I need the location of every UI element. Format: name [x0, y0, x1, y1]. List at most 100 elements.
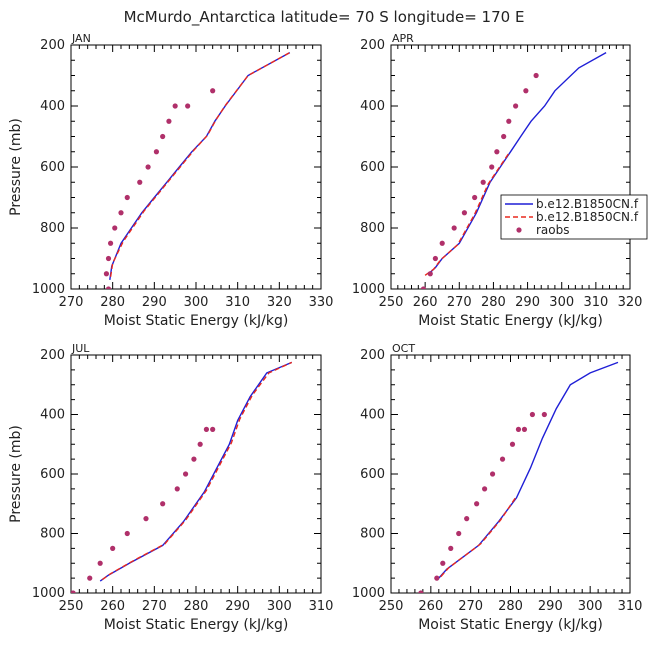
raobs-point [160, 501, 166, 507]
raobs-point [105, 255, 112, 262]
x-tick-label: 290 [515, 295, 540, 310]
raobs-point [124, 194, 130, 201]
x-tick-label: 290 [225, 599, 250, 614]
raobs-point [105, 286, 112, 289]
x-tick-label: 250 [379, 599, 404, 614]
plot-frame [70, 44, 322, 290]
panel-apr: APR 250 260 270 280 290 300 310 320 200 400 600 800 1… [352, 32, 643, 329]
legend-label: b.e12.B1850CN.f [536, 197, 639, 211]
raobs-point [489, 471, 496, 477]
raobs-point [509, 441, 516, 447]
raobs-point [160, 133, 166, 140]
raobs-point [118, 210, 124, 216]
y-tick-label: 400 [360, 99, 385, 114]
x-tick-label: 300 [184, 295, 209, 310]
x-tick-label: 330 [309, 295, 334, 310]
raobs-point [197, 441, 203, 447]
data-area [418, 361, 619, 593]
panel-jan: JAN 270 280 290 300 310 320 330 200 400 600 800 1000… [8, 32, 333, 329]
raobs-point [541, 411, 547, 418]
y-tick-label: 800 [360, 221, 385, 236]
y-tick-label: 400 [360, 408, 385, 423]
x-tick-label: 310 [583, 295, 608, 310]
x-tick-label: 280 [498, 599, 523, 614]
raobs-point [137, 179, 143, 185]
x-tick-label: 250 [59, 599, 84, 614]
raobs-point [515, 426, 522, 432]
panel-label: JAN [71, 32, 91, 45]
y-tick-label: 800 [360, 527, 385, 542]
panel-label: OCT [392, 342, 415, 355]
raobs-point [489, 164, 495, 170]
panel-jul: JUL 250 260 270 280 290 300 310 200 400 600 800 1000… [8, 342, 333, 633]
plot-frame [390, 354, 631, 594]
raobs-point [87, 575, 93, 581]
x-tick-label: 280 [184, 599, 209, 614]
raobs-point [172, 103, 178, 109]
series-line-solid [438, 361, 619, 579]
raobs-point [420, 286, 427, 289]
y-tick-label: 1000 [32, 586, 65, 601]
raobs-point [185, 103, 191, 109]
x-axis-label: Moist Static Energy (kJ/kg) [418, 617, 603, 633]
figure-title: McMurdo_Antarctica latitude= 70 S longit… [124, 8, 525, 27]
legend-label: b.e12.B1850CN.f [536, 210, 639, 224]
x-tick-label: 320 [267, 295, 292, 310]
x-tick-label: 270 [447, 295, 472, 310]
data-area [420, 51, 607, 289]
y-tick-label: 200 [40, 348, 65, 363]
x-tick-label: 300 [578, 599, 603, 614]
x-tick-label: 270 [458, 599, 483, 614]
raobs-point [434, 575, 440, 581]
x-tick-label: 290 [538, 599, 563, 614]
x-tick-label: 260 [100, 599, 125, 614]
raobs-point [482, 486, 488, 492]
raobs-point [461, 210, 468, 216]
x-tick-label: 290 [142, 295, 167, 310]
series-line-dashed [109, 51, 291, 277]
x-tick-label: 300 [267, 599, 292, 614]
raobs-point [513, 103, 519, 109]
series-line-solid [109, 51, 291, 281]
series-line-solid [99, 361, 293, 582]
y-tick-label: 1000 [352, 586, 385, 601]
raobs-point [143, 516, 149, 522]
raobs-point [182, 471, 189, 477]
raobs-point [97, 560, 103, 566]
x-tick-label: 320 [618, 295, 643, 310]
y-tick-label: 800 [40, 221, 65, 236]
series-line-dashed [101, 361, 293, 581]
raobs-point [107, 240, 114, 246]
raobs-point [448, 545, 454, 551]
y-tick-label: 400 [40, 99, 65, 114]
y-tick-label: 600 [360, 467, 385, 482]
raobs-point [523, 88, 529, 94]
raobs-point [529, 411, 536, 418]
x-tick-label: 260 [413, 295, 438, 310]
raobs-point [427, 271, 433, 277]
raobs-point [71, 590, 76, 593]
raobs-point [418, 590, 424, 593]
y-tick-label: 600 [40, 160, 65, 175]
raobs-point [203, 426, 210, 432]
raobs-point [191, 456, 197, 462]
y-tick-label: 600 [40, 467, 65, 482]
data-area [103, 51, 291, 289]
panel-label: JUL [71, 342, 90, 355]
x-axis-label: Moist Static Energy (kJ/kg) [104, 617, 289, 633]
plot-frame [390, 44, 631, 290]
y-tick-label: 200 [40, 38, 65, 53]
raobs-point [153, 149, 160, 155]
y-axis-label: Pressure (mb) [8, 425, 24, 523]
x-tick-label: 280 [481, 295, 506, 310]
series-line-dashed [424, 152, 510, 276]
raobs-point [464, 516, 470, 522]
x-tick-label: 270 [59, 295, 84, 310]
raobs-point [494, 149, 500, 155]
raobs-point [499, 456, 506, 462]
raobs-point [456, 530, 462, 537]
raobs-point [506, 118, 512, 124]
series-line-solid [428, 51, 607, 275]
